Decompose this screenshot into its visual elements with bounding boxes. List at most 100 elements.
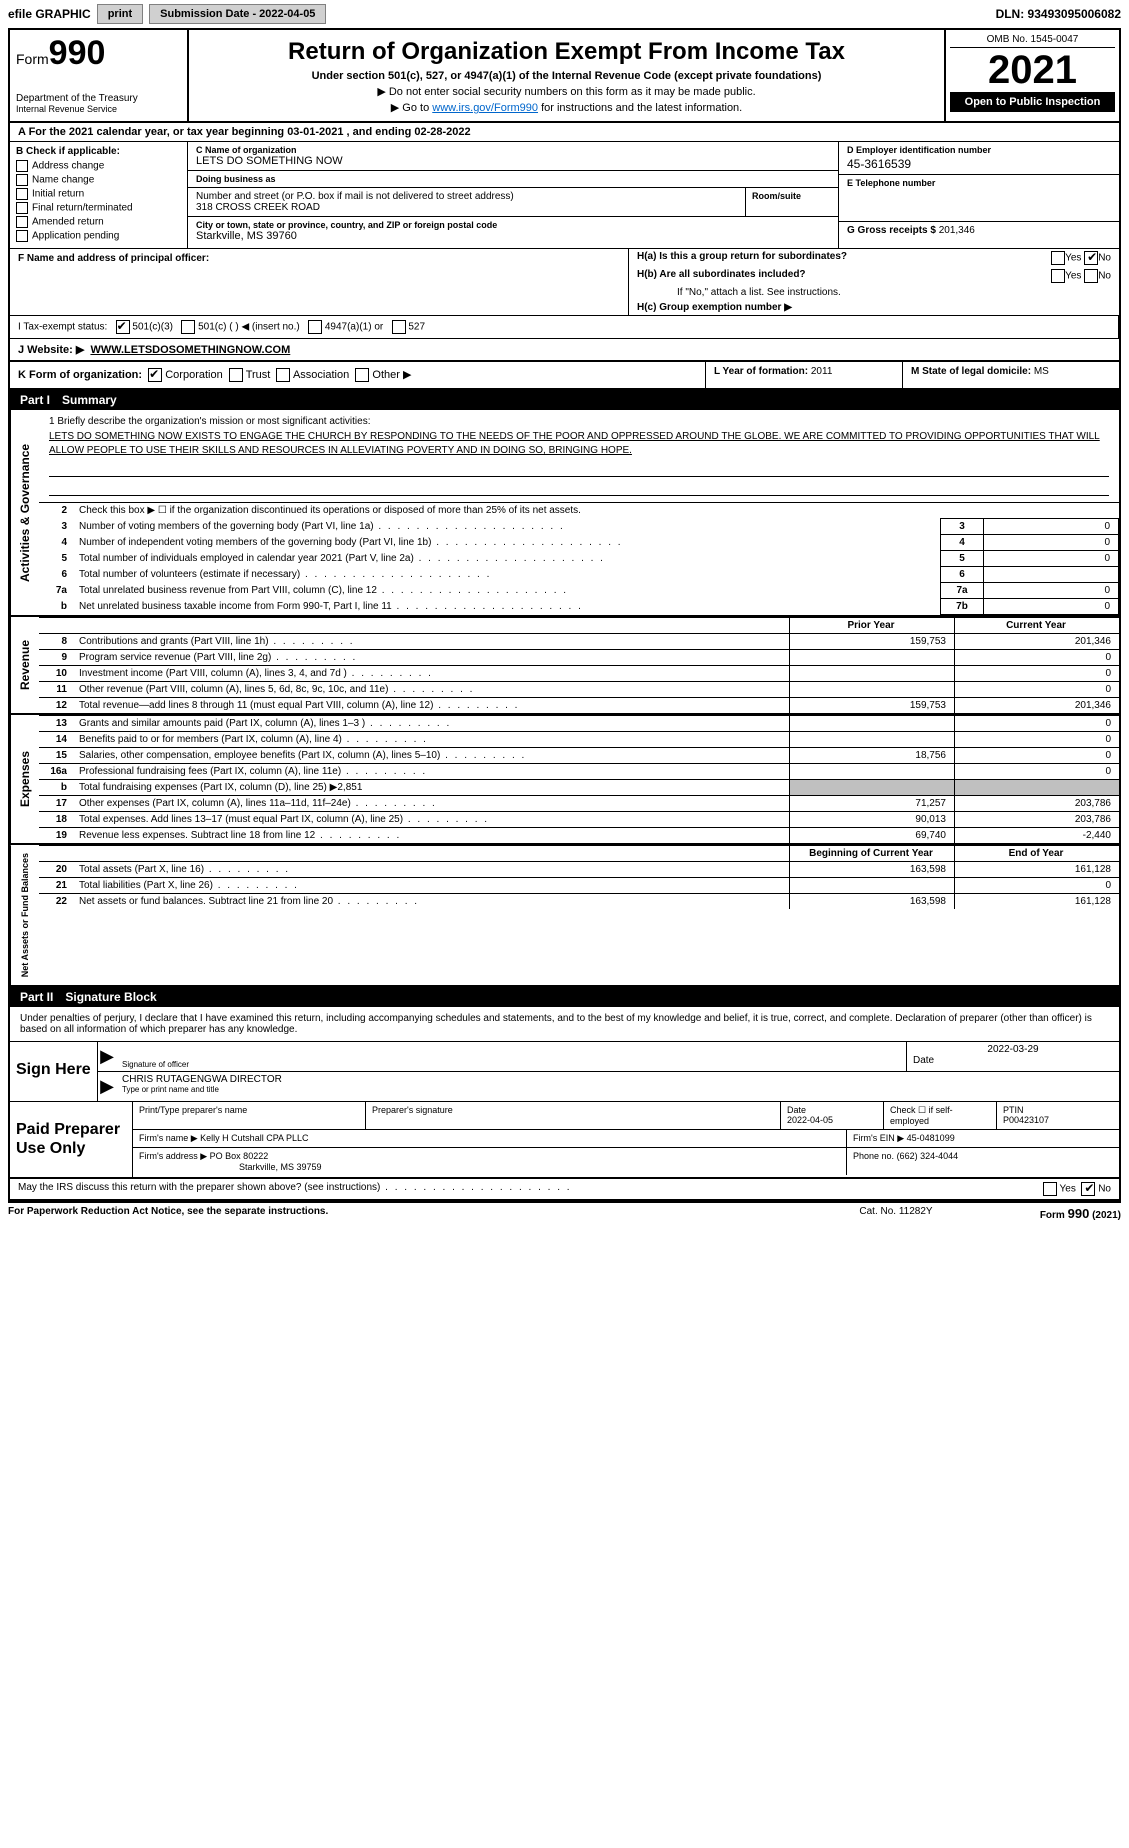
chk-initial-return[interactable]: Initial return	[16, 188, 181, 200]
tax-year: 2021	[950, 50, 1115, 90]
year-formation: 2011	[811, 366, 833, 377]
ein-value: 45-3616539	[847, 157, 1111, 171]
curr-val: 203,786	[955, 812, 1120, 828]
chk-other[interactable]	[355, 368, 369, 382]
line-desc: Revenue less expenses. Subtract line 18 …	[73, 828, 790, 844]
line5-val: 0	[984, 551, 1119, 567]
ein-label: D Employer identification number	[847, 145, 1111, 155]
line7a-val: 0	[984, 583, 1119, 599]
line-no: 16a	[39, 764, 73, 780]
line-desc: Program service revenue (Part VIII, line…	[73, 650, 790, 666]
prior-val	[790, 764, 955, 780]
expenses-table: 13Grants and similar amounts paid (Part …	[39, 715, 1119, 843]
hb-yes-checkbox[interactable]	[1051, 269, 1065, 283]
prior-val: 90,013	[790, 812, 955, 828]
paperwork-notice: For Paperwork Reduction Act Notice, see …	[8, 1206, 821, 1221]
dba-label: Doing business as	[196, 174, 830, 184]
irs-link[interactable]: www.irs.gov/Form990	[432, 102, 538, 114]
sign-here-label: Sign Here	[10, 1042, 97, 1101]
curr-val	[955, 780, 1120, 796]
ha-label: H(a) Is this a group return for subordin…	[637, 251, 847, 262]
org-name-label: C Name of organization	[196, 145, 830, 155]
firm-addr1: PO Box 80222	[210, 1151, 269, 1161]
chk-amended[interactable]: Amended return	[16, 216, 181, 228]
curr-val: 0	[955, 764, 1120, 780]
ha-yes-checkbox[interactable]	[1051, 251, 1065, 265]
prior-val	[790, 682, 955, 698]
curr-val: 0	[955, 666, 1120, 682]
line-no: 19	[39, 828, 73, 844]
cat-number: Cat. No. 11282Y	[821, 1206, 971, 1221]
website-link[interactable]: WWW.LETSDOSOMETHINGNOW.COM	[90, 344, 290, 356]
street-label: Number and street (or P.O. box if mail i…	[196, 191, 737, 202]
form-number: 990	[49, 34, 106, 72]
irs-label: Internal Revenue Service	[16, 104, 181, 114]
line5-desc: Total number of individuals employed in …	[73, 551, 941, 567]
chk-final-return[interactable]: Final return/terminated	[16, 202, 181, 214]
chk-501c[interactable]	[181, 320, 195, 334]
section-i-row: I Tax-exempt status: 501(c)(3) 501(c) ( …	[10, 316, 1119, 339]
line4-desc: Number of independent voting members of …	[73, 535, 941, 551]
chk-trust[interactable]	[229, 368, 243, 382]
section-l: L Year of formation: 2011	[705, 362, 902, 388]
chk-name-change[interactable]: Name change	[16, 174, 181, 186]
form-word: Form	[16, 51, 49, 67]
curr-val: 201,346	[955, 698, 1120, 714]
hb-no-checkbox[interactable]	[1084, 269, 1098, 283]
line-no: 8	[39, 634, 73, 650]
chk-501c3[interactable]	[116, 320, 130, 334]
gross-value: 201,346	[939, 225, 975, 236]
ha-no-checkbox[interactable]	[1084, 251, 1098, 265]
goto-note: ▶ Go to www.irs.gov/Form990 for instruct…	[199, 101, 934, 114]
form-org-label: K Form of organization:	[18, 369, 142, 381]
open-to-public: Open to Public Inspection	[950, 92, 1115, 112]
discuss-no-checkbox[interactable]	[1081, 1182, 1095, 1196]
netassets-section: Net Assets or Fund Balances Beginning of…	[10, 845, 1119, 987]
mission-label: 1 Briefly describe the organization's mi…	[49, 416, 1109, 427]
vert-label-netassets: Net Assets or Fund Balances	[10, 845, 39, 985]
chk-corporation[interactable]	[148, 368, 162, 382]
submission-date-button[interactable]: Submission Date - 2022-04-05	[149, 4, 326, 24]
line7b-val: 0	[984, 599, 1119, 615]
curr-val: 161,128	[955, 894, 1120, 910]
section-c: C Name of organization LETS DO SOMETHING…	[188, 142, 838, 248]
line2-desc: Check this box ▶ ☐ if the organization d…	[73, 503, 1119, 519]
prep-self-employed[interactable]: Check ☐ if self-employed	[884, 1102, 997, 1129]
omb-number: OMB No. 1545-0047	[950, 34, 1115, 48]
curr-val: -2,440	[955, 828, 1120, 844]
chk-527[interactable]	[392, 320, 406, 334]
sig-arrow-icon: ▶	[98, 1042, 116, 1071]
phone-label: E Telephone number	[847, 178, 1111, 188]
form-990-container: Form990 Department of the Treasury Inter…	[8, 28, 1121, 1203]
line-no: 17	[39, 796, 73, 812]
chk-address-change[interactable]: Address change	[16, 160, 181, 172]
line-desc: Total liabilities (Part X, line 26)	[73, 878, 790, 894]
line-no: 13	[39, 716, 73, 732]
line-no: 14	[39, 732, 73, 748]
vert-label-revenue: Revenue	[10, 617, 39, 713]
sig-date: 2022-03-29	[913, 1044, 1113, 1055]
curr-val: 0	[955, 650, 1120, 666]
revenue-table: Prior YearCurrent Year 8Contributions an…	[39, 617, 1119, 713]
prior-val: 159,753	[790, 698, 955, 714]
page-footer: For Paperwork Reduction Act Notice, see …	[0, 1203, 1129, 1224]
line-no: 20	[39, 862, 73, 878]
firm-phone: (662) 324-4044	[897, 1151, 959, 1161]
curr-val: 201,346	[955, 634, 1120, 650]
sig-arrow-icon-2: ▶	[98, 1072, 116, 1101]
part2-header: Part II Signature Block	[10, 987, 1119, 1007]
tax-exempt-label: I Tax-exempt status:	[18, 322, 107, 333]
prior-val: 159,753	[790, 634, 955, 650]
prep-ptin: P00423107	[1003, 1115, 1113, 1125]
header-left: Form990 Department of the Treasury Inter…	[10, 30, 189, 121]
expenses-section: Expenses 13Grants and similar amounts pa…	[10, 715, 1119, 845]
print-button[interactable]: print	[97, 4, 143, 24]
line-no: 15	[39, 748, 73, 764]
chk-application-pending[interactable]: Application pending	[16, 230, 181, 242]
line-no: 21	[39, 878, 73, 894]
discuss-yes-checkbox[interactable]	[1043, 1182, 1057, 1196]
street-value: 318 CROSS CREEK ROAD	[196, 202, 737, 213]
chk-4947[interactable]	[308, 320, 322, 334]
chk-association[interactable]	[276, 368, 290, 382]
vert-label-expenses: Expenses	[10, 715, 39, 843]
